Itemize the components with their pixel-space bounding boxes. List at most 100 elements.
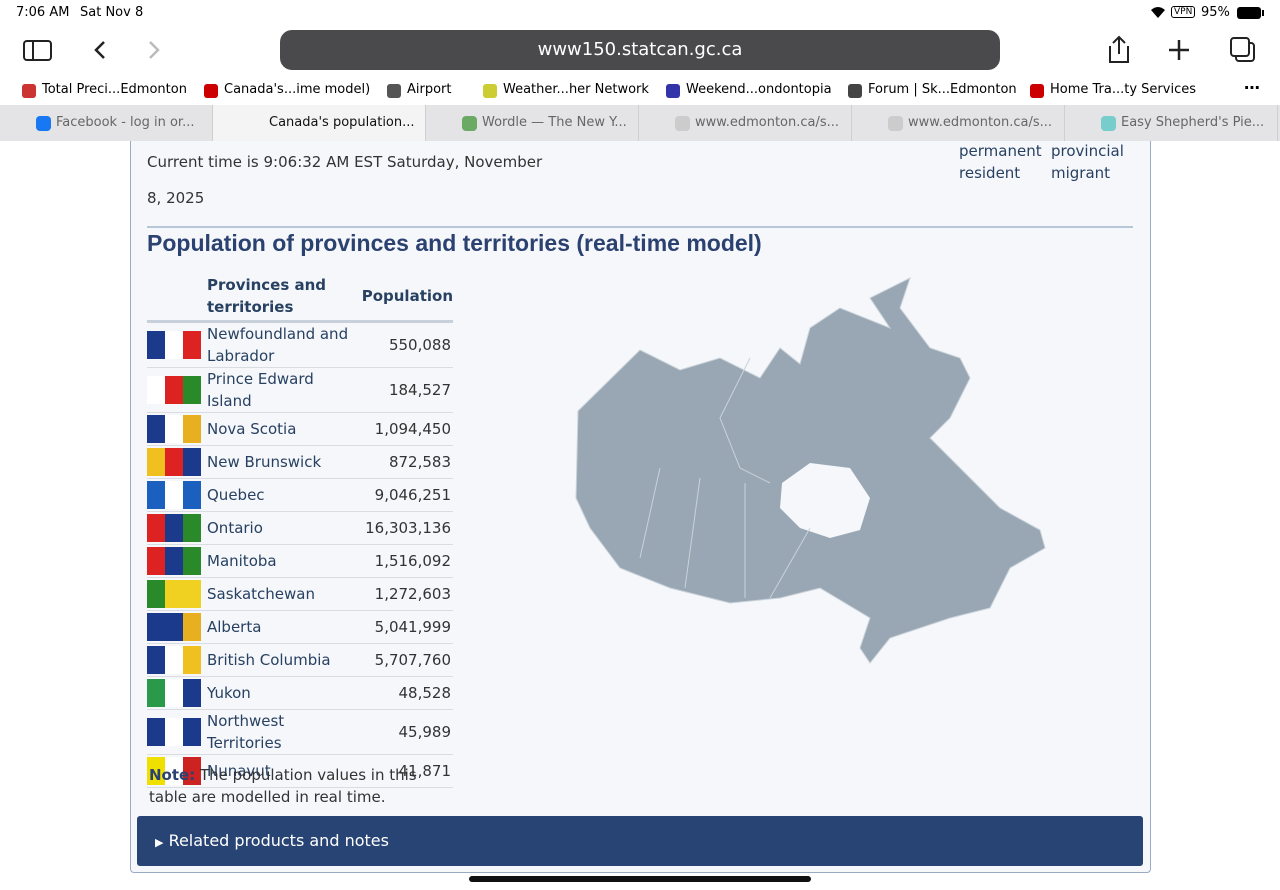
flag	[147, 757, 201, 785]
flag	[147, 331, 201, 359]
tab[interactable]: www.edmonton.ca/s...	[639, 105, 852, 141]
toolbar	[0, 26, 1280, 76]
flag-cell	[147, 478, 207, 512]
population: 1,516,092	[357, 544, 453, 578]
province-name[interactable]: Nunavut	[207, 754, 357, 788]
population: 5,041,999	[357, 610, 453, 644]
flag-cell	[147, 511, 207, 545]
nav-icons[interactable]	[20, 36, 180, 66]
flag-cell	[147, 676, 207, 710]
bookmark[interactable]: Canada's...ime model)	[224, 82, 371, 97]
tab-icon	[1101, 116, 1116, 131]
population: 45,989	[357, 709, 453, 755]
side-label[interactable]: permanent resident	[959, 142, 1042, 182]
flag	[147, 481, 201, 509]
bookmark[interactable]: Weather...her Network	[503, 82, 649, 97]
bookmark-icon[interactable]	[1030, 84, 1044, 98]
bookmark-icon[interactable]	[387, 84, 401, 98]
current-time: Current time is 9:06:32 AM EST Saturday,…	[147, 153, 543, 207]
province-name[interactable]: British Columbia	[207, 643, 357, 677]
population: 184,527	[357, 367, 453, 413]
population: 1,272,603	[357, 577, 453, 611]
details-toggle[interactable]: ▶ Related products and notes	[137, 816, 1143, 866]
bookmark[interactable]: Total Preci...Edmonton	[42, 82, 187, 97]
population: 5,707,760	[357, 643, 453, 677]
flag	[147, 376, 201, 404]
vpn: VPN	[1171, 6, 1196, 18]
bookmark-icon[interactable]	[848, 84, 862, 98]
province-name[interactable]: Newfoundland and Labrador	[207, 321, 357, 368]
flag	[147, 514, 201, 542]
divider	[147, 226, 1133, 228]
section-title: Population of provinces and territories …	[147, 230, 762, 256]
flag	[147, 448, 201, 476]
table-row: Ontario 16,303,136	[147, 511, 453, 545]
table-row: Alberta 5,041,999	[147, 610, 453, 644]
flag-cell	[147, 412, 207, 446]
population: 1,094,450	[357, 412, 453, 446]
flag-cell	[147, 754, 207, 788]
population: 872,583	[357, 445, 453, 479]
tab[interactable]: Wordle — The New Y...	[426, 105, 639, 141]
date: Sat Nov 8	[80, 5, 144, 20]
tab-icon	[888, 116, 903, 131]
flag	[147, 646, 201, 674]
flag	[147, 718, 201, 746]
home-indicator	[469, 876, 811, 882]
table-row: Newfoundland and Labrador 550,088	[147, 321, 453, 368]
population: 48,528	[357, 676, 453, 710]
flag	[147, 679, 201, 707]
tab[interactable]: Canada's population...	[213, 105, 426, 141]
flag-cell	[147, 367, 207, 413]
bookmark-icon[interactable]	[204, 84, 218, 98]
flag	[147, 613, 201, 641]
table-row: Manitoba 1,516,092	[147, 544, 453, 578]
table-row: British Columbia 5,707,760	[147, 643, 453, 677]
note: Note: The population values in this tabl…	[149, 764, 459, 808]
more-icon[interactable]: ⋯	[1244, 78, 1260, 97]
battery: 95%	[1201, 5, 1230, 20]
province-name[interactable]: Prince Edward Island	[207, 367, 357, 413]
bookmarks-bar: Total Preci...Edmonton Canada's...ime mod…	[0, 78, 1280, 104]
flag	[147, 580, 201, 608]
bookmark[interactable]: Forum | Sk...Edmonton	[868, 82, 1017, 97]
note-text: The population values in this table are …	[149, 766, 417, 806]
tab[interactable]: Easy Shepherd's Pie...	[1065, 105, 1278, 141]
bookmark-icon[interactable]	[483, 84, 497, 98]
action-icons[interactable]	[1100, 34, 1260, 68]
province-name[interactable]: Northwest Territories	[207, 709, 357, 755]
flag-cell	[147, 544, 207, 578]
side-label[interactable]: provincial migrant	[1051, 142, 1124, 182]
province-name[interactable]: Alberta	[207, 610, 357, 644]
tab-icon	[462, 116, 477, 131]
column-header: Provinces and territories	[207, 272, 357, 323]
province-name[interactable]: Nova Scotia	[207, 412, 357, 446]
bookmark[interactable]: Home Tra...ty Services	[1050, 82, 1197, 97]
header-spacer	[147, 272, 207, 323]
population: 9,046,251	[357, 478, 453, 512]
address-bar[interactable]: www150.statcan.gc.ca	[280, 30, 1000, 70]
table-row: Yukon 48,528	[147, 676, 453, 710]
table-row: New Brunswick 872,583	[147, 445, 453, 479]
province-name[interactable]: Ontario	[207, 511, 357, 545]
bookmark-icon[interactable]	[666, 84, 680, 98]
bookmark[interactable]: Airport	[407, 82, 452, 97]
population: 41,871	[357, 754, 453, 788]
flag-cell	[147, 577, 207, 611]
province-name[interactable]: Saskatchewan	[207, 577, 357, 611]
tab-icon	[675, 116, 690, 131]
bookmark-icon[interactable]	[22, 84, 36, 98]
province-name[interactable]: Yukon	[207, 676, 357, 710]
province-name[interactable]: Manitoba	[207, 544, 357, 578]
province-name[interactable]: Quebec	[207, 478, 357, 512]
tab-icon	[36, 116, 51, 131]
tab[interactable]: Facebook - log in or...	[0, 105, 213, 141]
wifi-icon	[1151, 7, 1165, 18]
canada-map[interactable]	[570, 268, 1060, 668]
bookmark[interactable]: Weekend...ondontopia	[686, 82, 832, 97]
province-name[interactable]: New Brunswick	[207, 445, 357, 479]
time: 7:06 AM	[16, 5, 70, 20]
status-bar: 7:06 AM Sat Nov 8 VPN 95%	[0, 0, 1280, 26]
tab[interactable]: www.edmonton.ca/s...	[852, 105, 1065, 141]
